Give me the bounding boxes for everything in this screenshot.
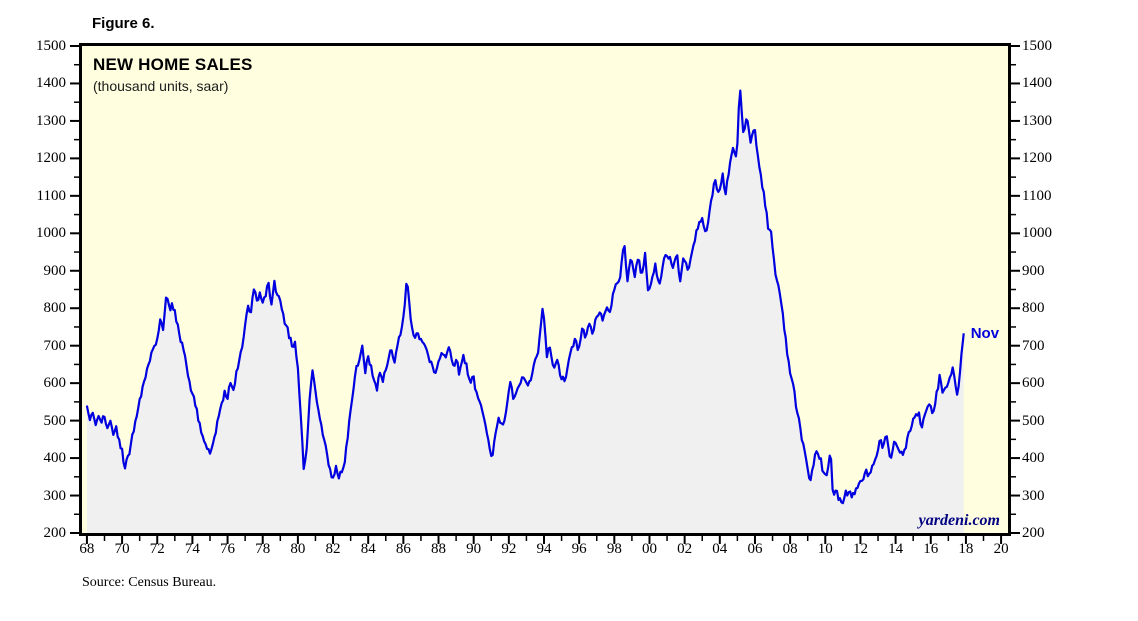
y-axis-tick-label: 1400 (1022, 75, 1052, 92)
y-axis-tick-label: 1400 (36, 75, 66, 92)
y-axis-tick-label: 1200 (1022, 150, 1052, 167)
x-axis-tick-label: 18 (958, 541, 974, 557)
y-axis-tick-label: 1200 (36, 150, 66, 167)
chart-title-block: NEW HOME SALES (thousand units, saar) (93, 55, 253, 94)
y-axis-tick-label: 700 (1022, 337, 1045, 354)
y-axis-tick-label: 900 (43, 262, 67, 279)
y-axis-tick-label: 1000 (36, 225, 66, 242)
x-axis-tick-label: 96 (571, 541, 587, 557)
x-axis-tick-label: 10 (817, 541, 833, 557)
y-axis-tick-label: 400 (43, 450, 67, 467)
y-axis-tick-label: 200 (43, 525, 67, 541)
x-axis-tick-label: 86 (395, 541, 411, 557)
chart-title: NEW HOME SALES (93, 55, 253, 74)
sales-line (85, 89, 965, 505)
y-axis-tick-label: 1100 (36, 187, 66, 204)
x-axis-tick-label: 82 (325, 541, 341, 557)
y-axis-tick-label: 600 (43, 375, 67, 392)
x-axis-tick-label: 80 (290, 541, 306, 557)
y-axis-tick-label: 900 (1022, 262, 1045, 279)
watermark: yardeni.com (918, 512, 1000, 529)
x-axis-tick-label: 88 (431, 541, 447, 557)
y-axis-tick-label: 1000 (1022, 225, 1052, 242)
x-axis-tick-label: 02 (677, 541, 693, 557)
figure-number-label: Figure 6. (92, 15, 155, 32)
x-axis-tick-label: 04 (712, 541, 728, 557)
y-axis-tick-label: 400 (1022, 450, 1045, 467)
last-point-label: Nov (970, 325, 1000, 343)
x-axis-tick-label: 06 (747, 541, 763, 557)
y-axis-tick-label: 1500 (1022, 38, 1052, 54)
y-axis-tick-label: 500 (1022, 412, 1045, 429)
y-axis-tick-label: 1100 (1022, 187, 1052, 204)
x-axis-tick-label: 68 (79, 541, 95, 557)
y-axis-tick-label: 300 (1022, 487, 1045, 504)
chart-frame: NEW HOME SALES (thousand units, saar) No… (79, 43, 1011, 536)
x-axis-tick-label: 76 (220, 541, 236, 557)
new-home-sales-chart (85, 89, 965, 533)
y-axis-tick-label: 700 (43, 337, 67, 354)
x-axis-tick-label: 20 (993, 541, 1009, 557)
y-axis-tick-label: 1500 (36, 38, 66, 54)
y-axis-tick-label: 500 (43, 412, 67, 429)
area-fill (86, 90, 964, 533)
y-axis-tick-label: 1300 (1022, 112, 1052, 129)
x-axis-tick-label: 92 (501, 541, 517, 557)
y-axis-tick-label: 300 (43, 487, 67, 504)
y-axis-tick-label: 600 (1022, 375, 1045, 392)
x-axis-tick-label: 08 (782, 541, 798, 557)
x-axis-tick-label: 14 (888, 541, 904, 557)
x-axis-tick-label: 98 (606, 541, 622, 557)
y-axis-tick-label: 800 (43, 300, 67, 317)
x-axis-tick-label: 00 (641, 541, 657, 557)
x-axis-tick-label: 74 (184, 541, 200, 557)
y-axis-tick-label: 1300 (36, 112, 66, 129)
x-axis-tick-label: 94 (536, 541, 552, 557)
x-axis-tick-label: 16 (923, 541, 939, 557)
x-axis-tick-label: 72 (149, 541, 165, 557)
y-axis-tick-label: 800 (1022, 300, 1045, 317)
x-axis-tick-label: 78 (255, 541, 271, 557)
chart-subtitle: (thousand units, saar) (93, 78, 229, 94)
x-axis-tick-label: 84 (360, 541, 376, 557)
source-note: Source: Census Bureau. (82, 575, 217, 590)
y-axis-tick-label: 200 (1022, 525, 1045, 541)
x-axis-tick-label: 70 (114, 541, 130, 557)
x-axis-tick-label: 90 (466, 541, 482, 557)
x-axis-tick-label: 12 (852, 541, 868, 557)
